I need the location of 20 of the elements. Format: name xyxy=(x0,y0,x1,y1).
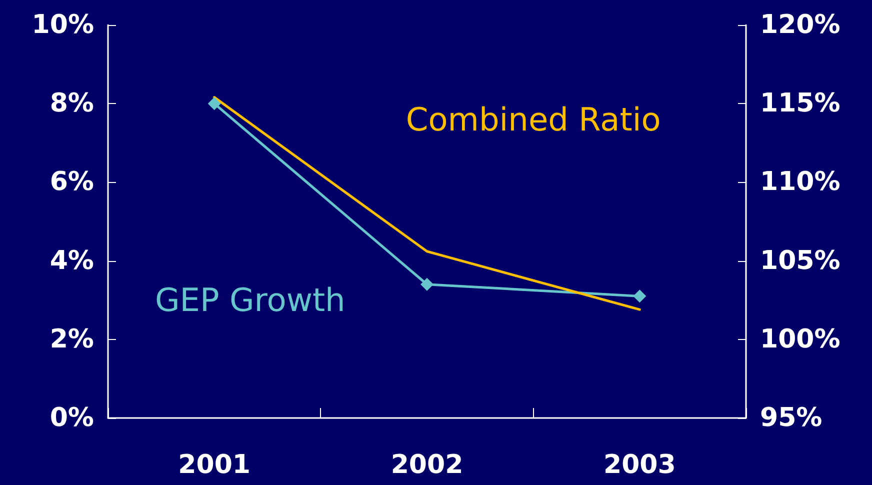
y-tick-label: 6% xyxy=(50,167,94,198)
y-tick-label: 10% xyxy=(32,10,94,40)
y-tick-label: 0% xyxy=(50,403,94,433)
y-tick-label: 8% xyxy=(50,88,94,119)
x-tick-label: 2003 xyxy=(603,450,676,480)
y-tick-label: 4% xyxy=(50,246,94,276)
point xyxy=(420,278,434,291)
y2-tick-label: 120% xyxy=(760,10,840,40)
point xyxy=(633,290,646,303)
y2-tick-label: 95% xyxy=(760,403,822,433)
point xyxy=(208,97,221,110)
text: Combined Ratio xyxy=(406,100,661,138)
y-tick-label: 2% xyxy=(50,324,94,354)
x-tick-label: 2002 xyxy=(390,450,464,480)
y2-tick-label: 100% xyxy=(760,324,840,354)
x-tick-label: 2001 xyxy=(178,450,251,480)
series-label: GEP Growth xyxy=(155,281,346,320)
y2-tick-label: 105% xyxy=(760,246,840,276)
y2-tick-label: 110% xyxy=(760,167,840,198)
y2-tick-label: 115% xyxy=(760,88,840,119)
